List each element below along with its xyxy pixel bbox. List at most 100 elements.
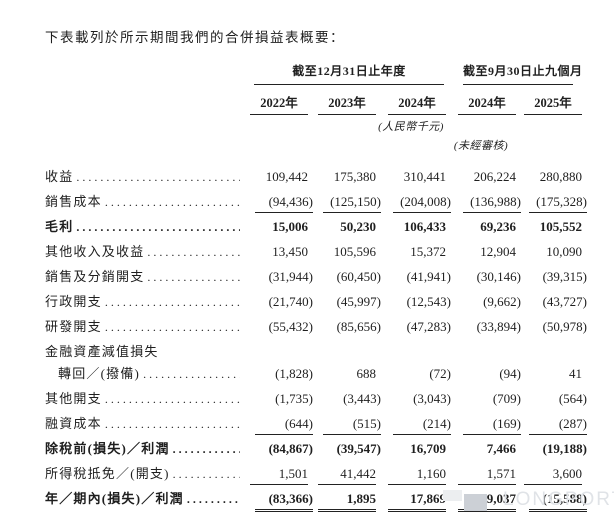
value: 688 bbox=[356, 366, 377, 381]
column-header-year: 2023年 bbox=[318, 92, 376, 115]
value-cell: 13,450 bbox=[240, 244, 308, 260]
row-label: 融資成本 bbox=[45, 416, 102, 431]
value-cell: 310,441 bbox=[376, 169, 446, 185]
value-cell: (60,450) bbox=[308, 269, 381, 285]
table-row: 轉回／(撥備) (1,828) 688 (72) (94) 41 bbox=[45, 363, 582, 388]
value-cell: (1,828) bbox=[240, 366, 313, 382]
value: 310,441 bbox=[403, 169, 446, 184]
value: (169) bbox=[463, 416, 521, 435]
value: 15,006 bbox=[272, 219, 308, 234]
value: (214) bbox=[393, 416, 451, 435]
row-label-cell: 除稅前(損失)／利潤 bbox=[45, 438, 240, 457]
column-header-year: 2024年 bbox=[388, 92, 446, 115]
dot-leader bbox=[144, 270, 240, 285]
row-label: 金融資產減值損失 bbox=[45, 344, 159, 359]
row-label-cell: 銷售成本 bbox=[45, 191, 240, 210]
value-cell: (21,740) bbox=[240, 294, 313, 310]
table-row: 金融資產減值損失 bbox=[45, 341, 582, 363]
table-row: 行政開支 (21,740) (45,997) (12,543) (9,662) (43,7… bbox=[45, 291, 587, 316]
value-cell: 50,230 bbox=[308, 219, 376, 235]
table-row: 銷售及分銷開支 (31,944) (60,450) (41,941) (30,146) (… bbox=[45, 266, 587, 291]
value: 1,160 bbox=[388, 466, 446, 485]
value-cell: 105,596 bbox=[308, 244, 376, 260]
row-label: 其他開支 bbox=[45, 391, 102, 406]
row-label: 收益 bbox=[45, 169, 74, 184]
year-header-cell: 2025年 bbox=[516, 92, 582, 115]
value-cell: (1,735) bbox=[240, 391, 313, 407]
value-cell: (39,315) bbox=[516, 269, 587, 285]
value: 9,037 bbox=[458, 491, 516, 512]
year-header-cell: 2022年 bbox=[240, 92, 308, 115]
value-cell: 15,006 bbox=[240, 219, 308, 235]
note-cell: (人民幣千元) bbox=[376, 118, 446, 134]
value-cell: (12,543) bbox=[376, 294, 451, 310]
value: 17,869 bbox=[388, 491, 446, 512]
currency-unit-note: (人民幣千元) bbox=[378, 121, 444, 133]
row-label-cell: 所得稅抵免／(開支) bbox=[45, 463, 240, 482]
value: 1,571 bbox=[458, 466, 516, 485]
note-cell: (未經審核) bbox=[446, 137, 516, 153]
value: (33,894) bbox=[476, 319, 521, 334]
value-cell: (55,432) bbox=[240, 319, 313, 335]
value: (83,366) bbox=[255, 491, 313, 512]
dot-leader bbox=[144, 245, 240, 260]
table-row: 研發開支 (55,432) (85,656) (47,283) (33,894) (50,… bbox=[45, 316, 587, 341]
dot-leader bbox=[102, 320, 240, 335]
value: (72) bbox=[429, 366, 451, 381]
row-label-cell: 年／期內(損失)／利潤 bbox=[45, 488, 240, 507]
value-cell: (136,988) bbox=[446, 194, 521, 213]
value: (55,432) bbox=[268, 319, 313, 334]
intro-text: 下表載列於所示期間我們的合併損益表概要： bbox=[45, 30, 345, 45]
value: 10,090 bbox=[546, 244, 582, 259]
value-cell: 3,600 bbox=[516, 466, 582, 485]
income-statement-table: 截至12月31日止年度 截至9月30日止九個月 2022年 2023年 2024年 2… bbox=[45, 62, 587, 513]
value-cell: 106,433 bbox=[376, 219, 446, 235]
value-cell: (3,043) bbox=[376, 391, 451, 407]
value-cell: (47,283) bbox=[376, 319, 451, 335]
column-group-nine-months: 截至9月30日止九個月 bbox=[463, 62, 582, 85]
value: 280,880 bbox=[539, 169, 582, 184]
row-label-cell: 收益 bbox=[45, 166, 240, 185]
note-spacer bbox=[45, 118, 376, 134]
value: 15,372 bbox=[410, 244, 446, 259]
dot-leader bbox=[184, 492, 240, 507]
value: 41 bbox=[569, 366, 582, 381]
value-cell: 280,880 bbox=[516, 169, 582, 185]
value-cell: (564) bbox=[516, 391, 587, 407]
value: (94) bbox=[499, 366, 521, 381]
value-cell: (19,188) bbox=[516, 441, 587, 457]
value-cell: 69,236 bbox=[446, 219, 516, 235]
row-label-cell: 毛利 bbox=[45, 216, 240, 235]
value-cell: 105,552 bbox=[516, 219, 582, 235]
value: (21,740) bbox=[268, 294, 313, 309]
value-cell: 16,709 bbox=[376, 441, 446, 457]
dot-leader bbox=[102, 392, 240, 407]
watermark-brand-text: LONGPORT bbox=[503, 489, 614, 510]
table-row: 其他收入及收益 13,450 105,596 15,372 12,904 10,090 bbox=[45, 241, 582, 266]
row-label: 除稅前(損失)／利潤 bbox=[45, 441, 170, 456]
dot-leader bbox=[73, 170, 240, 185]
header-spacer bbox=[45, 92, 240, 115]
value: 109,442 bbox=[265, 169, 308, 184]
value: 50,230 bbox=[340, 219, 376, 234]
value: (515) bbox=[323, 416, 381, 435]
value-cell: (41,941) bbox=[376, 269, 451, 285]
value: 13,450 bbox=[272, 244, 308, 259]
value-cell: (84,867) bbox=[240, 441, 313, 457]
row-label-cell: 轉回／(撥備) bbox=[45, 363, 240, 382]
value: (19,188) bbox=[542, 441, 587, 456]
dot-leader bbox=[102, 195, 240, 210]
dot-leader bbox=[102, 417, 240, 432]
value: 105,552 bbox=[539, 219, 582, 234]
value-cell: 41 bbox=[516, 366, 582, 382]
value-cell: 688 bbox=[308, 366, 377, 382]
audit-note-row: (未經審核) bbox=[45, 137, 582, 153]
dot-leader bbox=[170, 467, 240, 482]
value: (50,978) bbox=[542, 319, 587, 334]
value-cell: 1,160 bbox=[376, 466, 446, 485]
value-cell: (169) bbox=[446, 416, 521, 435]
column-header-year: 2022年 bbox=[250, 92, 308, 115]
dot-leader bbox=[140, 367, 240, 382]
row-label: 所得稅抵免／(開支) bbox=[45, 466, 170, 481]
value-cell: (204,008) bbox=[376, 194, 451, 213]
